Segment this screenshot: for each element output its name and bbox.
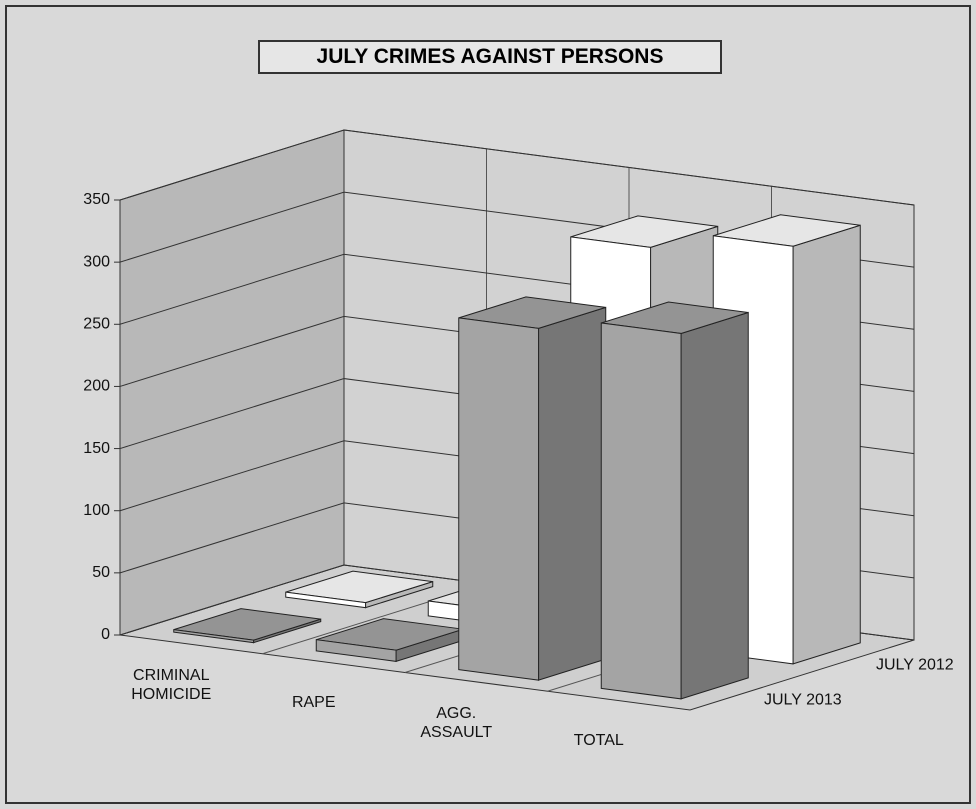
y-tick-label: 150	[83, 440, 110, 457]
bar	[315, 618, 464, 663]
y-tick-label: 50	[92, 564, 110, 581]
x-tick-label: CRIMINAL HOMICIDE	[131, 667, 212, 704]
legend-label: JULY 2013	[764, 692, 842, 709]
x-tick-label: TOTAL	[573, 731, 624, 749]
frame	[5, 5, 971, 804]
bar-side	[538, 306, 607, 681]
x-tick-label: RAPE	[291, 694, 336, 712]
y-tick-label: 0	[101, 626, 110, 643]
bar-side	[792, 224, 861, 665]
y-tick-label: 350	[83, 191, 110, 208]
bar	[173, 608, 322, 644]
bar-front	[285, 591, 367, 609]
bar-side	[680, 311, 749, 700]
bar-front	[600, 322, 682, 700]
y-tick-label: 200	[83, 378, 110, 395]
bar	[600, 301, 749, 700]
y-tick-label: 300	[83, 253, 110, 270]
y-tick-label: 100	[83, 502, 110, 519]
legend-label: JULY 2012	[876, 657, 954, 674]
bar	[458, 296, 607, 681]
left-wall	[119, 129, 345, 636]
grid-line	[119, 129, 915, 206]
chart-title: JULY CRIMES AGAINST PERSONS	[258, 40, 722, 74]
bar-front	[173, 629, 255, 644]
bar-front	[315, 639, 397, 662]
bar	[285, 570, 434, 609]
x-tick-label: AGG. ASSAULT	[420, 704, 493, 741]
bar-front	[458, 317, 540, 681]
y-tick-label: 250	[83, 316, 110, 333]
